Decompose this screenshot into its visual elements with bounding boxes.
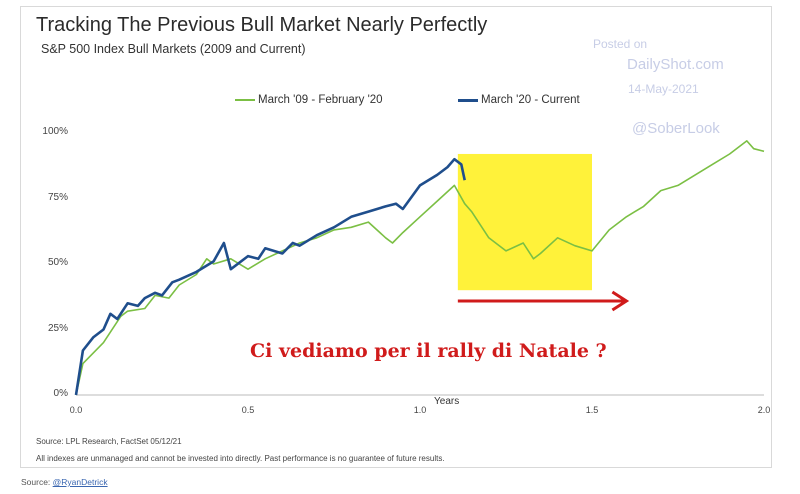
legend-swatch-current bbox=[458, 98, 478, 102]
source-line: Source: LPL Research, FactSet 05/12/21 bbox=[36, 437, 182, 446]
y-tick-label: 0% bbox=[53, 388, 68, 399]
legend-item-current: March '20 - Current bbox=[458, 93, 580, 107]
legend-label-previous: March '09 - February '20 bbox=[258, 94, 383, 106]
disclaimer: All indexes are unmanaged and cannot be … bbox=[36, 454, 445, 463]
annotation-text: Ci vediamo per il rally di Natale ? bbox=[250, 340, 607, 362]
chart-title: Tracking The Previous Bull Market Nearly… bbox=[36, 14, 488, 36]
outer-source-link[interactable]: @RyanDetrick bbox=[52, 477, 108, 487]
chart-subtitle: S&P 500 Index Bull Markets (2009 and Cur… bbox=[41, 42, 306, 56]
series-line-previous bbox=[75, 140, 765, 396]
series-line-current bbox=[74, 157, 466, 396]
x-tick-label: 0.0 bbox=[69, 405, 83, 415]
watermark-posted-on: Posted on bbox=[593, 37, 648, 51]
x-tick-label: 2.0 bbox=[757, 405, 771, 415]
y-tick-label: 50% bbox=[47, 257, 68, 268]
y-tick-label: 25% bbox=[47, 322, 68, 334]
legend-label-current: March '20 - Current bbox=[481, 94, 580, 106]
y-tick-label: 75% bbox=[47, 191, 68, 203]
y-tick-label: 100% bbox=[42, 126, 68, 137]
outer-source: Source: @RyanDetrick bbox=[21, 477, 108, 487]
arrow-head-icon bbox=[611, 290, 630, 312]
watermark-handle: @SoberLook bbox=[632, 120, 720, 137]
highlight-box bbox=[457, 153, 592, 291]
legend-swatch-previous bbox=[235, 99, 255, 101]
outer-source-prefix: Source: bbox=[21, 477, 53, 487]
watermark-date: 14-May-2021 bbox=[628, 82, 699, 96]
x-axis-label: Years bbox=[434, 396, 460, 407]
x-tick-label: 1.0 bbox=[413, 405, 427, 415]
x-tick-label: 0.5 bbox=[241, 405, 255, 415]
x-tick-label: 1.5 bbox=[585, 405, 599, 415]
watermark-site: DailyShot.com bbox=[627, 56, 724, 73]
chart-card bbox=[20, 6, 772, 468]
legend-item-previous: March '09 - February '20 bbox=[235, 93, 383, 107]
